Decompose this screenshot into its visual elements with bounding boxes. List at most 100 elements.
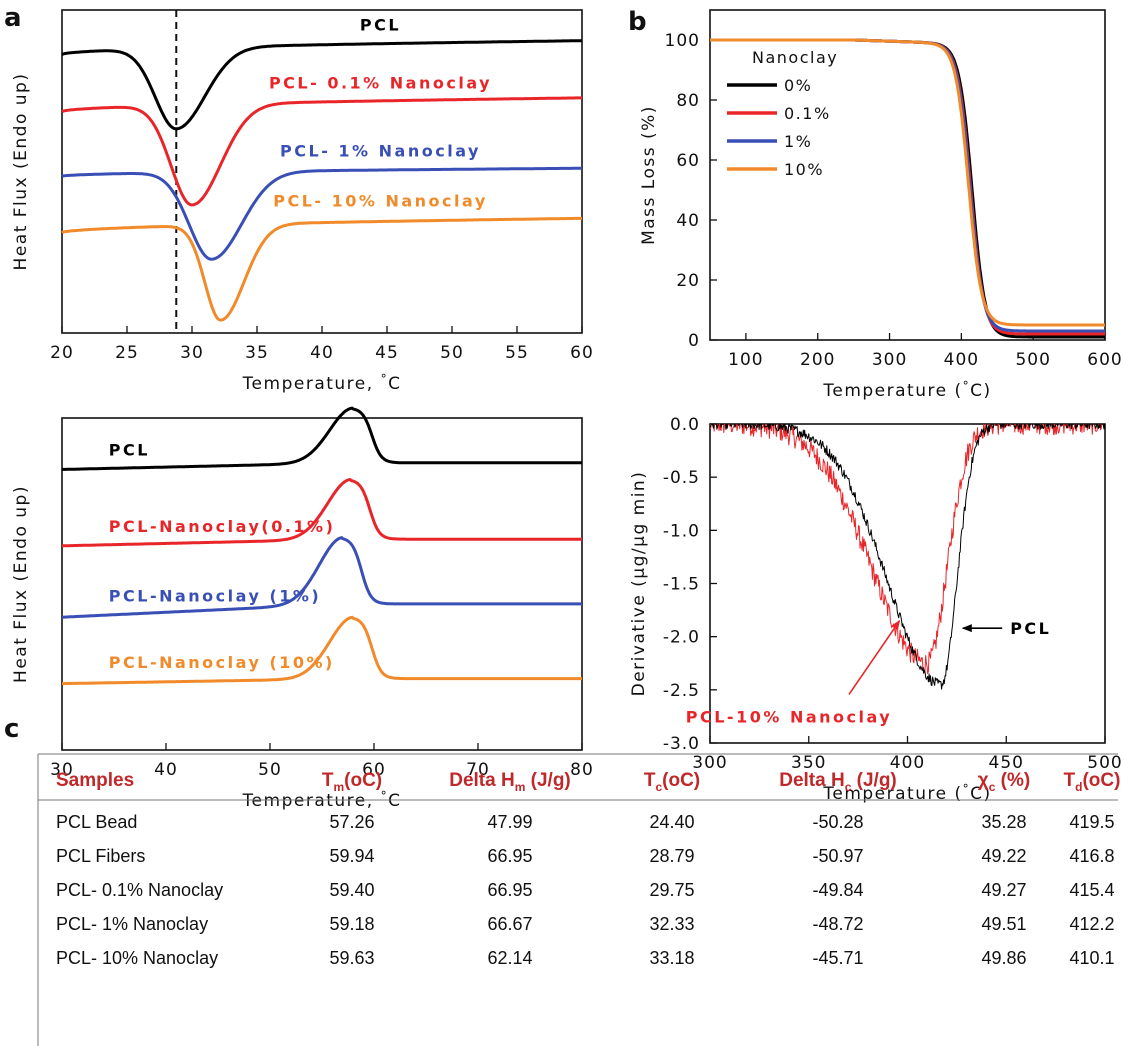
table-cell: 49.51 xyxy=(981,914,1026,934)
series-label-pcl-10-nanoclay: PCL- 10% Nanoclay xyxy=(273,192,488,211)
table-cell: 59.18 xyxy=(329,914,374,934)
table-row: PCL- 0.1% Nanoclay 59.40 66.95 29.75 -49.84 4… xyxy=(56,880,1115,900)
y-tick-label: 80 xyxy=(676,91,700,111)
x-tick-label: 50 xyxy=(258,760,282,780)
table-cell: 57.26 xyxy=(329,812,374,832)
panel-letter-a: a xyxy=(4,3,22,33)
series-line-pcl-10-nanoclay xyxy=(61,216,583,322)
x-tick-label: 100 xyxy=(728,350,763,370)
x-tick-label: 55 xyxy=(505,343,529,363)
series-line-pcl-10-nanoclay xyxy=(710,424,1105,675)
table-cell: -49.84 xyxy=(812,880,863,900)
series-label-pcl-0-1-nanoclay: PCL- 0.1% Nanoclay xyxy=(269,74,492,93)
table-cell: 28.79 xyxy=(649,846,694,866)
x-tick-label: 70 xyxy=(466,760,490,780)
column-header-1: Tm(oC) xyxy=(322,770,382,794)
table-cell: 33.18 xyxy=(649,948,694,968)
x-tick-label: 500 xyxy=(1087,753,1122,773)
table-cell: 66.95 xyxy=(487,880,532,900)
x-tick-label: 400 xyxy=(890,753,925,773)
x-tick-label: 350 xyxy=(791,753,826,773)
tga-chart: 100 200 300 400 500 600 Temperature (°C) 0 20 40 6… xyxy=(639,9,1122,401)
x-tick-label: 30 xyxy=(50,760,74,780)
x-axis-label: Temperature (°C) xyxy=(822,782,991,804)
series-line-pcl xyxy=(61,406,583,471)
x-tick-label: 450 xyxy=(989,753,1024,773)
table-row: PCL Bead 57.26 47.99 24.40 -50.28 35.28 419.5 xyxy=(56,812,1115,832)
table-cell: 47.99 xyxy=(487,812,532,832)
series-label-pcl-1-nanoclay: PCL- 1% Nanoclay xyxy=(280,142,481,161)
table-cell: 59.40 xyxy=(329,880,374,900)
x-tick-label: 50 xyxy=(440,343,464,363)
y-axis-label: Derivative (µg/µg min) xyxy=(629,471,649,697)
x-axis-label: Temperature, °C xyxy=(242,372,402,394)
table-cell: 416.8 xyxy=(1069,846,1114,866)
x-tick-label: 45 xyxy=(375,343,399,363)
thermal-properties-table: Samples Tm(oC) Delta Hm (J/g) Tc(oC) Delta H… xyxy=(37,753,1120,1046)
legend-label-1: 1% xyxy=(784,132,812,151)
table-cell: 49.22 xyxy=(981,846,1026,866)
series-line-pcl-nanoclay-0-1 xyxy=(61,478,583,548)
table-cell: 29.75 xyxy=(649,880,694,900)
y-tick-label: -0.5 xyxy=(663,468,700,488)
annotation-label-pcl-10-nanoclay: PCL-10% Nanoclay xyxy=(686,707,892,726)
y-tick-label: -1.5 xyxy=(663,575,700,595)
y-axis-label: Heat Flux (Endo up) xyxy=(11,73,31,271)
y-axis-label: Mass Loss (%) xyxy=(639,105,659,245)
legend-label-10: 10% xyxy=(784,160,824,179)
x-tick-label: 400 xyxy=(944,350,979,370)
series-line-pcl-0-1-nanoclay xyxy=(61,96,583,207)
plot-frame xyxy=(709,9,1106,341)
y-axis-label: Heat Flux (Endo up) xyxy=(11,485,31,683)
column-header-4: Delta Hc (J/g) xyxy=(779,770,897,794)
table-cell: 24.40 xyxy=(649,812,694,832)
x-tick-label: 200 xyxy=(800,350,835,370)
x-tick-label: 600 xyxy=(1087,350,1122,370)
y-tick-label: 20 xyxy=(676,271,700,291)
table-row: PCL- 1% Nanoclay 59.18 66.67 32.33 -48.72 49.… xyxy=(56,914,1115,934)
plot-frame xyxy=(709,423,1106,744)
x-axis-label: Temperature (°C) xyxy=(822,379,991,401)
table-cell: 62.14 xyxy=(487,948,532,968)
series-label-pcl: PCL xyxy=(109,441,150,460)
table-cell: -45.71 xyxy=(812,948,863,968)
x-tick-label: 35 xyxy=(245,343,269,363)
panel-letter-c: c xyxy=(4,714,19,744)
dsc-cooling-chart: 20 25 30 35 40 45 50 55 60 Temperature, °C Heat Fl… xyxy=(11,9,593,394)
y-tick-label: 40 xyxy=(676,211,700,231)
x-tick-label: 60 xyxy=(362,760,386,780)
x-tick-label: 300 xyxy=(872,350,907,370)
x-tick-label: 500 xyxy=(1015,350,1050,370)
row-sample-name: PCL- 1% Nanoclay xyxy=(56,914,208,934)
table-cell: 415.4 xyxy=(1069,880,1114,900)
x-tick-label: 30 xyxy=(180,343,204,363)
y-tick-label: 100 xyxy=(665,31,700,51)
series-label-pcl-nanoclay-10: PCL-Nanoclay (10%) xyxy=(109,653,335,672)
legend-label-0: 0% xyxy=(784,76,812,95)
y-tick-label: -2.0 xyxy=(663,628,700,648)
x-tick-label: 20 xyxy=(50,343,74,363)
table-cell: -48.72 xyxy=(812,914,863,934)
series-line-pcl xyxy=(61,39,583,131)
series-line-pcl-nanoclay-1 xyxy=(61,536,583,619)
table-row: PCL- 10% Nanoclay 59.63 62.14 33.18 -45.71 49… xyxy=(56,948,1115,968)
series-label-pcl-nanoclay-1: PCL-Nanoclay (1%) xyxy=(109,587,321,606)
column-header-3: Tc(oC) xyxy=(644,770,700,794)
series-line-10 xyxy=(709,38,1106,327)
table-row: PCL Fibers 59.94 66.95 28.79 -50.97 49.22 416.… xyxy=(56,846,1115,866)
series-line-pcl xyxy=(710,424,1105,690)
legend-label-0-1: 0.1% xyxy=(784,104,831,123)
y-tick-label: -2.5 xyxy=(663,681,700,701)
series-label-pcl: PCL xyxy=(360,16,401,35)
table-cell: 35.28 xyxy=(981,812,1026,832)
y-tick-label: -1.0 xyxy=(663,521,700,541)
row-sample-name: PCL- 0.1% Nanoclay xyxy=(56,880,223,900)
table-cell: 412.2 xyxy=(1069,914,1114,934)
annotation-label-pcl: PCL xyxy=(1010,619,1051,638)
x-tick-label: 80 xyxy=(570,760,594,780)
column-header-5: χc (%) xyxy=(978,770,1030,794)
series-label-pcl-nanoclay-0-1: PCL-Nanoclay(0.1%) xyxy=(109,517,336,536)
table-cell: -50.28 xyxy=(812,812,863,832)
row-sample-name: PCL- 10% Nanoclay xyxy=(56,948,218,968)
